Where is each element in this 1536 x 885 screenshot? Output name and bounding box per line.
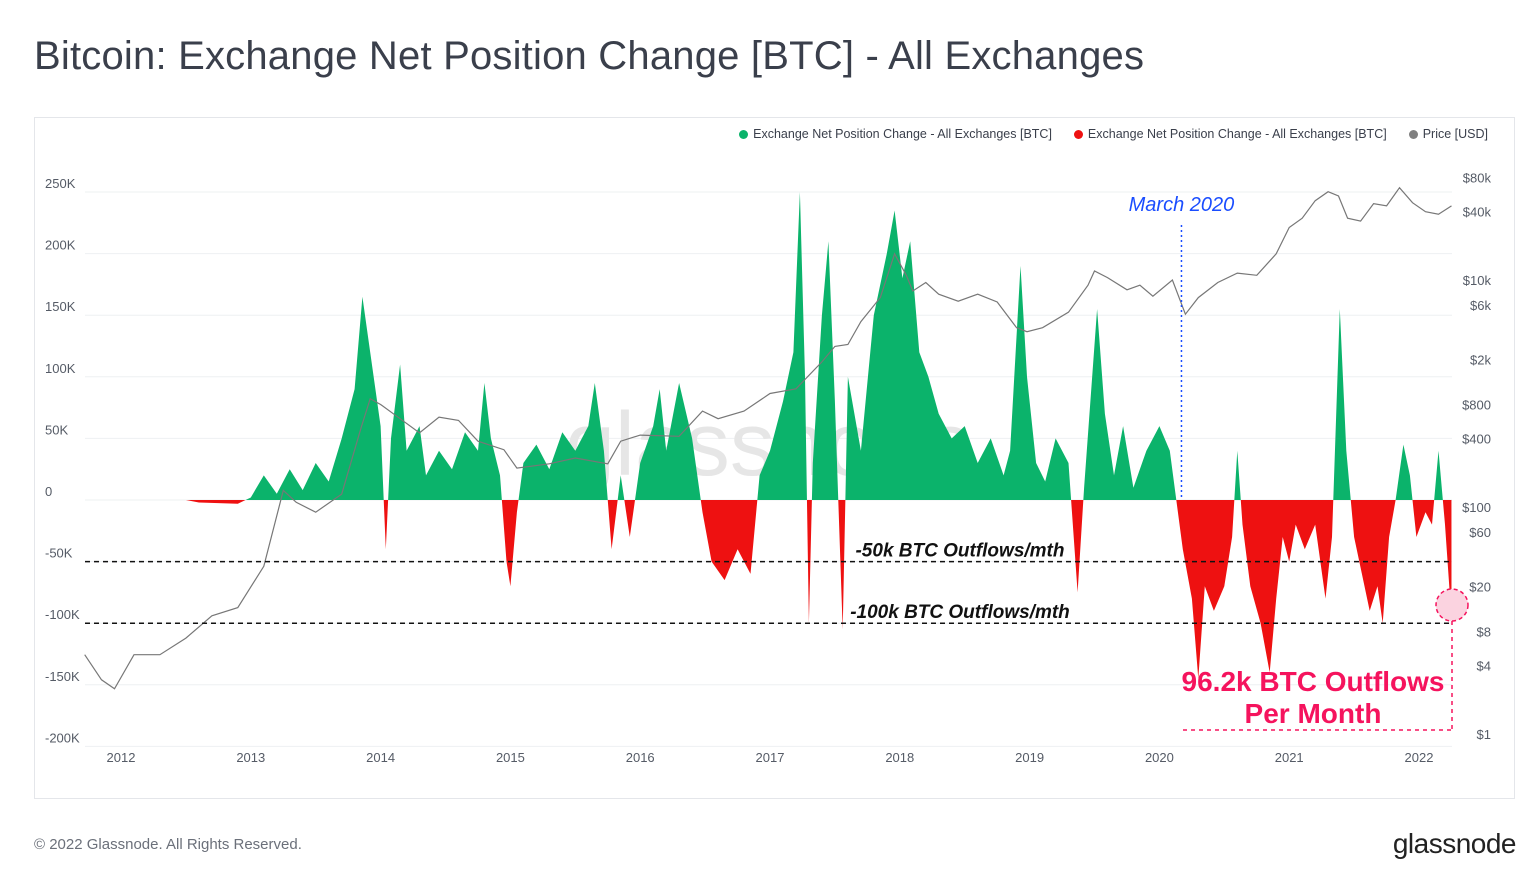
x-tick-label: 2019 <box>1015 750 1044 765</box>
price-tick-label: $1 <box>1477 727 1491 742</box>
legend-label: Exchange Net Position Change - All Excha… <box>753 127 1052 141</box>
legend-dot-icon <box>739 129 749 139</box>
callout-circle <box>1435 588 1469 622</box>
price-tick-label: $40k <box>1463 205 1492 220</box>
price-tick-label: $8 <box>1477 624 1491 639</box>
x-tick-label: 2015 <box>496 750 525 765</box>
chart-frame <box>34 117 1515 799</box>
x-tick-label: 2013 <box>236 750 265 765</box>
price-tick-label: $4 <box>1477 659 1491 674</box>
price-tick-label: $800 <box>1462 397 1491 412</box>
y-tick-label: 150K <box>45 299 76 314</box>
page-title: Bitcoin: Exchange Net Position Change [B… <box>34 34 1145 78</box>
legend-item-price[interactable]: Price [USD] <box>1408 127 1488 141</box>
legend-item-outflow[interactable]: Exchange Net Position Change - All Excha… <box>1073 127 1387 141</box>
y-tick-label: -100K <box>45 607 80 622</box>
price-tick-label: $60 <box>1469 525 1491 540</box>
legend-item-inflow[interactable]: Exchange Net Position Change - All Excha… <box>739 127 1052 141</box>
x-tick-label: 2016 <box>626 750 655 765</box>
x-tick-label: 2017 <box>756 750 785 765</box>
x-tick-label: 2014 <box>366 750 395 765</box>
price-tick-label: $6k <box>1470 298 1491 313</box>
march-2020-label: March 2020 <box>1129 194 1235 216</box>
y-tick-label: 200K <box>45 238 76 253</box>
label-100k: -100k BTC Outflows/mth <box>850 602 1070 623</box>
y-tick-label: -200K <box>45 730 80 745</box>
legend-dot-icon <box>1408 129 1418 139</box>
y-tick-label: -50K <box>45 546 73 561</box>
callout-line1: 96.2k BTC Outflows <box>1182 666 1445 697</box>
glassnode-logo: glassnode <box>1392 828 1517 859</box>
x-tick-label: 2012 <box>107 750 136 765</box>
callout-line2: Per Month <box>1245 698 1382 729</box>
legend-dot-icon <box>1073 129 1083 139</box>
legend-label: Exchange Net Position Change - All Excha… <box>1087 127 1387 141</box>
outflow-area <box>84 500 1452 679</box>
x-tick-label: 2018 <box>885 750 914 765</box>
price-tick-label: $400 <box>1462 432 1491 447</box>
y-tick-label: 0 <box>45 484 52 499</box>
y-tick-label: -150K <box>45 669 80 684</box>
x-tick-label: 2021 <box>1275 750 1304 765</box>
price-line <box>84 186 1452 690</box>
price-tick-label: $10k <box>1463 273 1492 288</box>
price-tick-label: $80k <box>1463 170 1492 185</box>
x-tick-label: 2022 <box>1405 750 1434 765</box>
price-tick-label: $2k <box>1470 352 1491 367</box>
y-tick-label: 250K <box>45 176 76 191</box>
price-tick-label: $20 <box>1469 579 1491 594</box>
y-tick-label: 50K <box>45 422 68 437</box>
legend: Exchange Net Position Change - All Excha… <box>739 127 1488 141</box>
price-tick-label: $100 <box>1462 500 1491 515</box>
label-50k: -50k BTC Outflows/mth <box>855 541 1064 562</box>
x-tick-label: 2020 <box>1145 750 1174 765</box>
y-tick-label: 100K <box>45 361 76 376</box>
legend-label: Price [USD] <box>1422 127 1488 141</box>
copyright: © 2022 Glassnode. All Rights Reserved. <box>34 836 302 853</box>
